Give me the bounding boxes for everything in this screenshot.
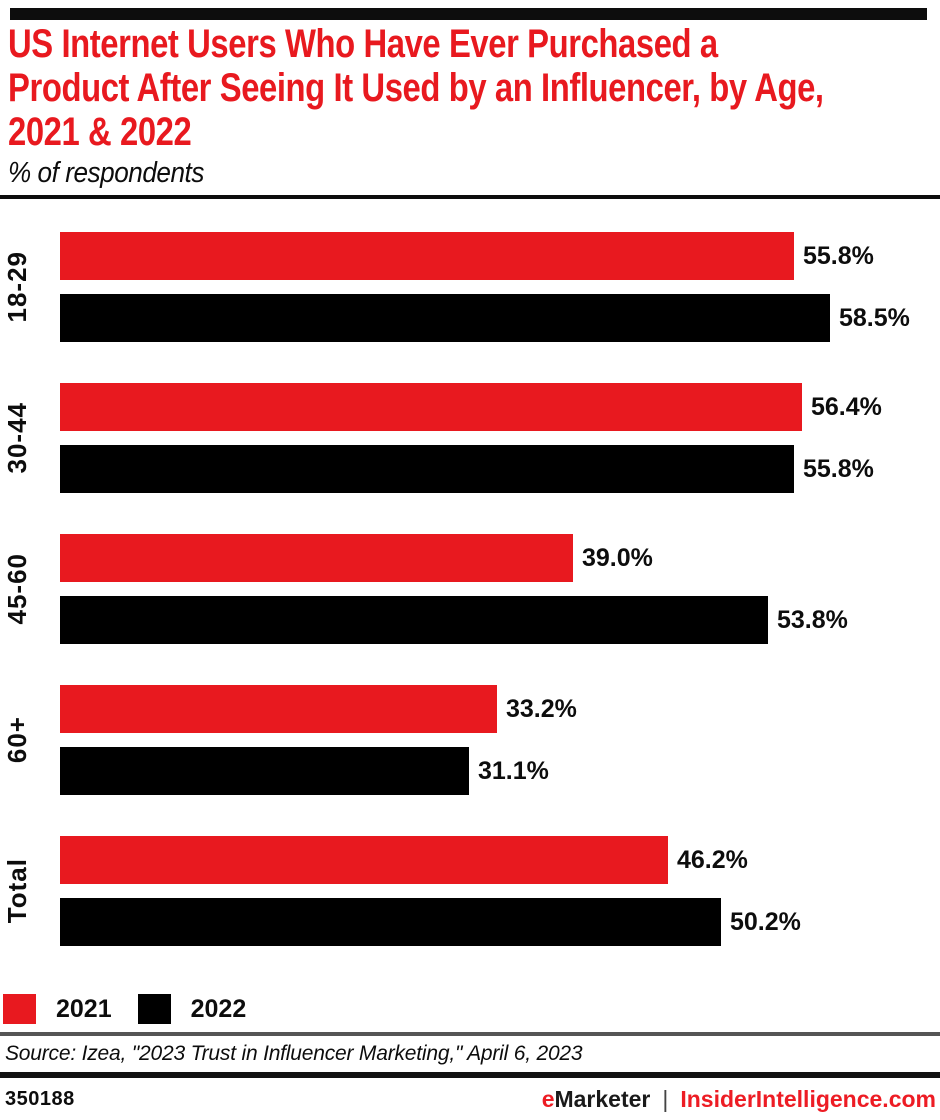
bars-column: 39.0% 53.8% [60,534,940,644]
category-label-col: Total [0,836,60,946]
bar-2021-30-44 [60,383,802,431]
bar-value-label: 31.1% [478,756,549,785]
bar-2021-Total [60,836,668,884]
bar-value-label: 53.8% [777,605,848,634]
legend-swatch-2022 [137,994,171,1024]
bar-group-60+: 60+ 33.2% 31.1% [0,685,940,795]
bars-column: 33.2% 31.1% [60,685,940,795]
source-note: Source: Izea, "2023 Trust in Influencer … [5,1042,583,1065]
legend-swatch-2021 [3,994,36,1024]
bar-value-label: 46.2% [677,845,748,874]
bar-chart: 18-29 55.8% 58.5% 30-44 56.4% 55.8% 45-60 39.0%… [0,199,940,946]
chart-title-line-2: Product After Seeing It Used by an Influ… [8,66,824,110]
bar-line-2022: 58.5% [60,294,940,342]
legend-label-2021: 2021 [56,994,112,1023]
header-divider [0,195,940,199]
bar-2022-18-29 [60,294,830,342]
bar-value-label: 55.8% [803,241,874,270]
source-divider [0,1032,940,1036]
bar-2021-45-60 [60,534,573,582]
chart-id: 350188 [5,1088,75,1110]
bar-2022-45-60 [60,596,768,644]
category-label-col: 60+ [0,685,60,795]
bars-column: 55.8% 58.5% [60,232,940,342]
bar-line-2021: 46.2% [60,836,940,884]
bar-group-18-29: 18-29 55.8% 58.5% [0,232,940,342]
bar-line-2021: 55.8% [60,232,940,280]
category-label: 18-29 [2,251,32,323]
bar-value-label: 50.2% [730,907,801,936]
bar-line-2022: 55.8% [60,445,940,493]
bar-line-2022: 50.2% [60,898,940,946]
bars-column: 46.2% 50.2% [60,836,940,946]
chart-subtitle: % of respondents [8,157,204,189]
footer: 350188 e Marketer | InsiderIntelligence.c… [0,1086,940,1113]
emarketer-logo-rest: Marketer [554,1086,651,1112]
bar-2021-18-29 [60,232,794,280]
bar-value-label: 56.4% [811,392,882,421]
bar-value-label: 39.0% [582,543,653,572]
chart-legend: 2021 2022 [3,994,940,1024]
bar-group-30-44: 30-44 56.4% 55.8% [0,383,940,493]
bar-line-2021: 33.2% [60,685,940,733]
bar-2022-60+ [60,747,469,795]
chart-header: US Internet Users Who Have Ever Purchase… [0,0,940,192]
bar-value-label: 58.5% [839,303,910,332]
category-label: 30-44 [2,402,32,474]
category-label: Total [2,858,32,924]
emarketer-logo-e: e [541,1086,555,1112]
category-label-col: 45-60 [0,534,60,644]
category-label-col: 30-44 [0,383,60,493]
bar-line-2022: 53.8% [60,596,940,644]
bar-line-2021: 56.4% [60,383,940,431]
bar-value-label: 55.8% [803,454,874,483]
insiderintelligence-link[interactable]: InsiderIntelligence.com [680,1086,936,1112]
bar-group-Total: Total 46.2% 50.2% [0,836,940,946]
brand-separator: | [662,1086,669,1112]
bars-column: 56.4% 55.8% [60,383,940,493]
footer-divider [0,1072,940,1078]
bar-2022-30-44 [60,445,794,493]
chart-title-line-3: 2021 & 2022 [8,110,192,154]
bar-value-label: 33.2% [506,694,577,723]
bar-line-2022: 31.1% [60,747,940,795]
category-label: 45-60 [2,553,32,625]
category-label-col: 18-29 [0,232,60,342]
chart-title-line-1: US Internet Users Who Have Ever Purchase… [8,22,718,66]
bar-2021-60+ [60,685,497,733]
bar-2022-Total [60,898,721,946]
legend-label-2022: 2022 [190,994,247,1023]
brand-lockup: e Marketer | InsiderIntelligence.com [542,1086,936,1113]
category-label: 60+ [2,716,32,764]
bar-group-45-60: 45-60 39.0% 53.8% [0,534,940,644]
bar-line-2021: 39.0% [60,534,940,582]
top-accent-bar [10,8,927,20]
